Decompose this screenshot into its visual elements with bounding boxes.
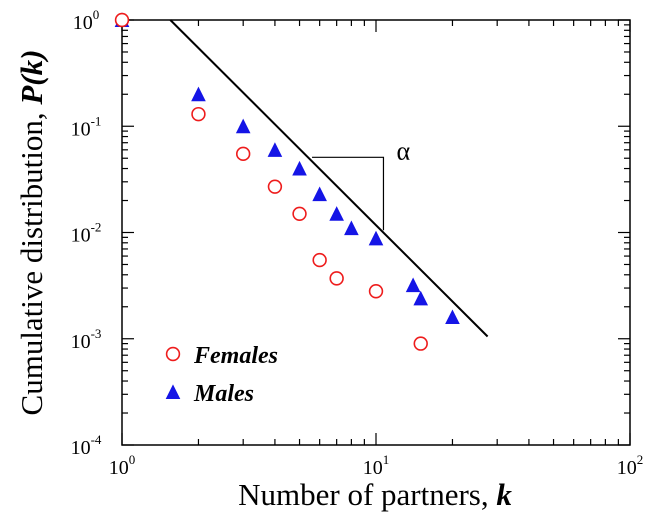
- y-tick-label-base: 10: [71, 118, 91, 140]
- y-tick-label: 10-4: [71, 432, 102, 459]
- tick-group: [121, 19, 631, 446]
- female-data-point: [191, 106, 206, 122]
- female-data-point: [114, 12, 130, 28]
- male-data-point: [368, 230, 384, 246]
- male-data-point: [191, 86, 206, 102]
- slope-label-alpha: α: [396, 136, 410, 165]
- females-legend-label: Females: [193, 343, 278, 369]
- fit-line-layer: [169, 19, 489, 338]
- female-data-point: [235, 146, 251, 162]
- female-data-point: [413, 336, 428, 351]
- x-tick-label-exponent: 1: [383, 452, 390, 467]
- male-data-point: [267, 142, 283, 157]
- slope-annotation-layer: α: [312, 136, 410, 231]
- legend-male-marker: [165, 384, 181, 399]
- legend: Females Males: [165, 343, 278, 407]
- x-tick-label-base: 10: [363, 457, 383, 479]
- y-tick-label-exponent: 0: [93, 7, 100, 22]
- x-tick-label: 102: [617, 452, 644, 479]
- y-tick-label-base: 10: [71, 331, 91, 353]
- x-axis-title-variable: k: [496, 477, 512, 512]
- female-data-point: [329, 271, 344, 286]
- x-tick-label-base: 10: [617, 457, 637, 479]
- male-data-point: [329, 206, 344, 221]
- legend-female-marker: [165, 346, 181, 362]
- slope-guide-line: [312, 156, 385, 231]
- y-tick-label: 10-1: [71, 113, 102, 140]
- y-tick-label-base: 10: [73, 12, 93, 34]
- y-tick-label: 100: [73, 7, 100, 34]
- y-axis-title: Cumulative distribution, P(k): [14, 50, 49, 416]
- y-tick-label: 10-3: [71, 326, 102, 353]
- y-tick-label-base: 10: [71, 225, 91, 247]
- y-tick-label-exponent: -4: [91, 432, 102, 447]
- x-tick-label-exponent: 2: [637, 452, 644, 467]
- male-data-point: [312, 186, 327, 202]
- y-tick-label-exponent: -1: [91, 113, 102, 128]
- y-tick-label-exponent: -2: [91, 220, 102, 235]
- male-data-point: [413, 290, 429, 306]
- male-data-point: [292, 160, 307, 176]
- male-data-point: [445, 309, 460, 325]
- female-data-point: [368, 284, 384, 299]
- x-axis-title-prefix: Number of partners,: [238, 477, 496, 512]
- x-axis-title: Number of partners, k: [238, 477, 512, 512]
- male-data-point: [405, 277, 421, 293]
- x-tick-label-base: 10: [109, 457, 129, 479]
- power-law-fit-line: [169, 19, 489, 338]
- x-tick-label: 101: [363, 452, 390, 479]
- female-data-point: [292, 206, 307, 221]
- y-axis-title-prefix: Cumulative distribution,: [14, 105, 49, 416]
- male-data-point: [344, 220, 359, 236]
- male-data-point: [235, 118, 251, 134]
- x-tick-label: 100: [109, 452, 136, 479]
- x-tick-label-exponent: 0: [129, 452, 136, 467]
- female-data-point: [267, 179, 283, 194]
- y-tick-label-exponent: -3: [91, 326, 102, 341]
- y-tick-label-base: 10: [71, 437, 91, 459]
- y-axis-title-variable: P(k): [14, 50, 49, 106]
- males-legend-label: Males: [193, 381, 254, 407]
- female-data-point: [312, 252, 327, 268]
- y-tick-label: 10-2: [71, 220, 102, 247]
- series-layer: [114, 12, 460, 351]
